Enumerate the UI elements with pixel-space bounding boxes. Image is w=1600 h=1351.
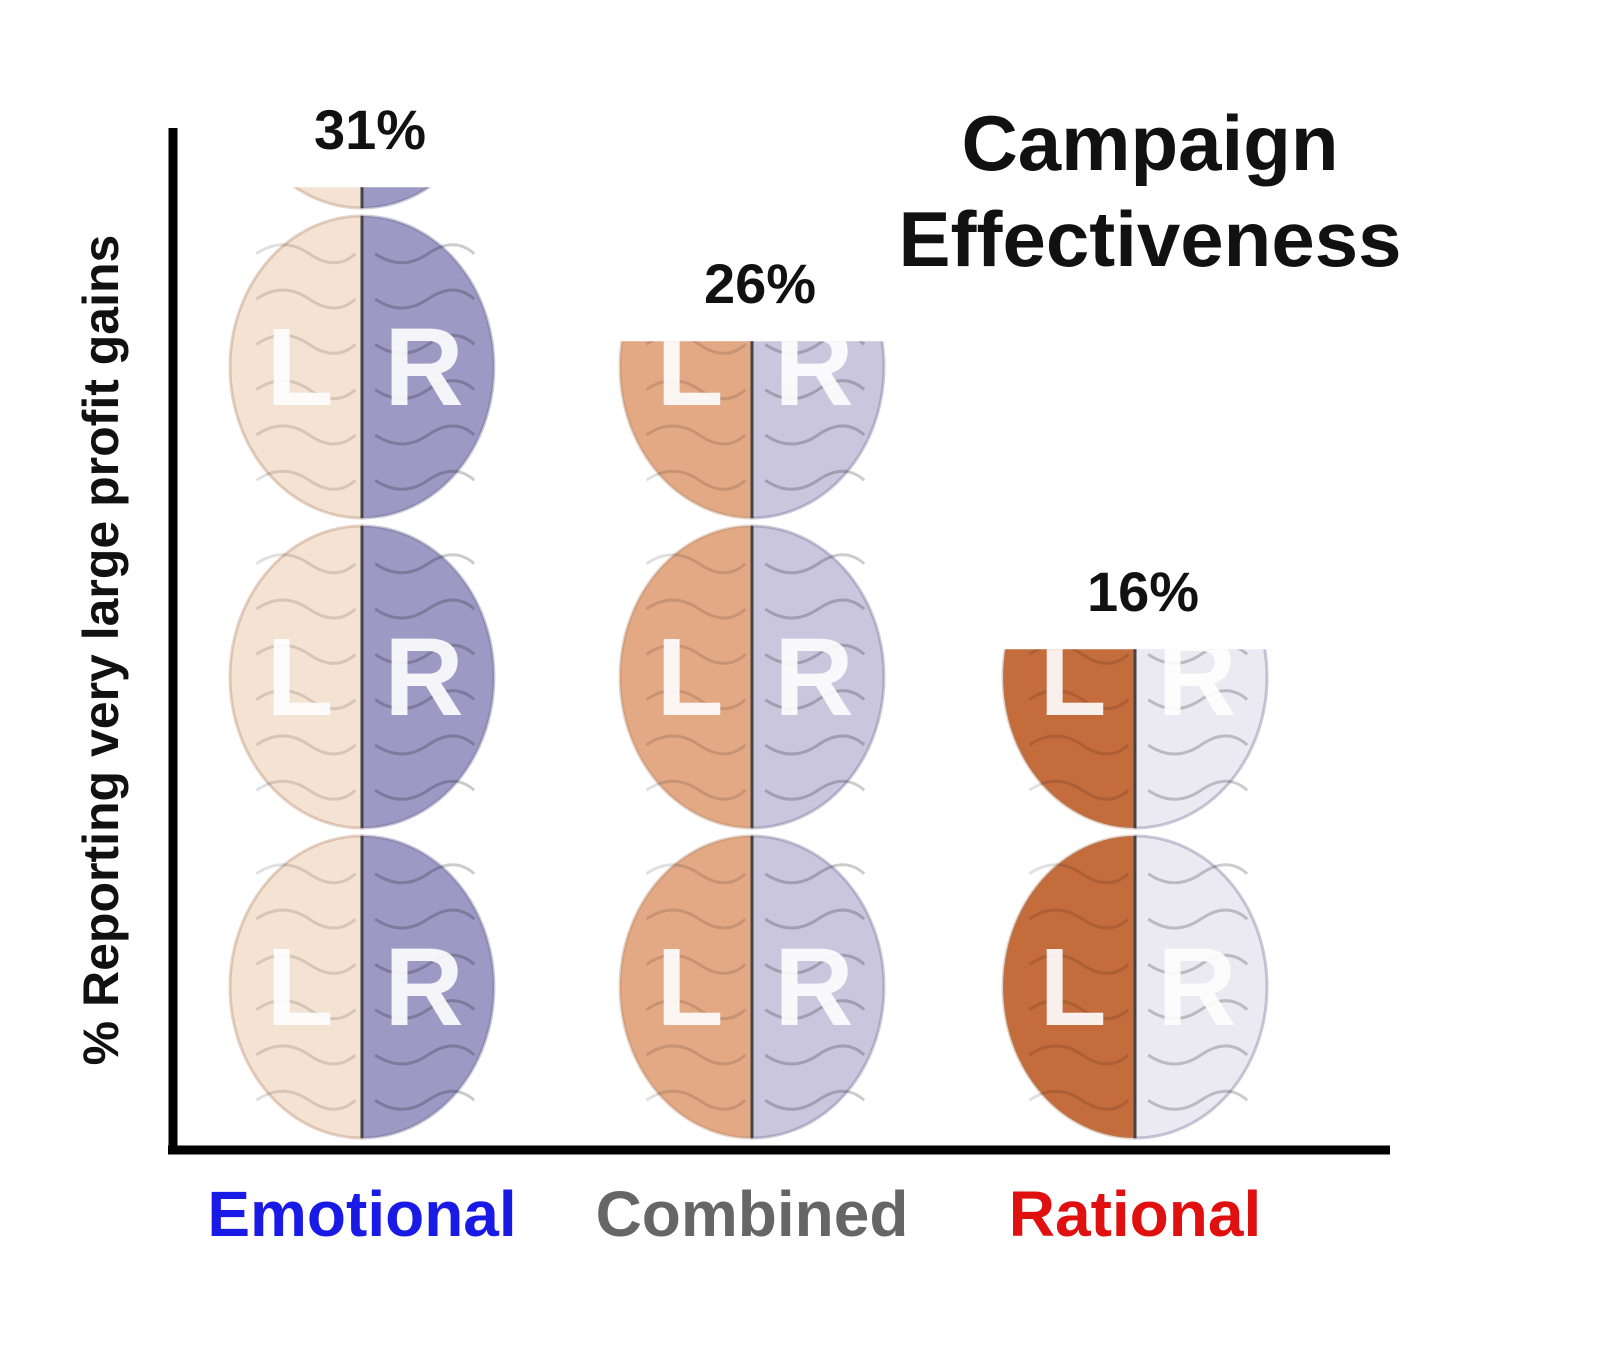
brain-letter-right: R [384,926,463,1049]
brain-letter-left: L [656,0,723,119]
brain-letter-right: R [1157,616,1236,739]
brain-letter-left: L [656,306,723,429]
bar-combined: L RL RL RL R [618,0,886,1140]
category-label: Rational [1009,1178,1261,1250]
brain-letter-left: L [1039,306,1106,429]
category-label: Emotional [207,1178,516,1250]
category-label: Combined [596,1178,909,1250]
brain-letter-left: L [266,616,333,739]
value-label: 26% [704,252,816,315]
brain-letter-right: R [1157,306,1236,429]
brain-letter-left: L [266,926,333,1049]
brain-letter-right: R [774,616,853,739]
brain-letter-right: R [774,926,853,1049]
brain-letter-left: L [1039,926,1106,1049]
brain-letter-right: R [384,306,463,429]
value-label: 31% [314,98,426,161]
brain-letter-right: R [774,0,853,119]
brain-letter-left: L [1039,616,1106,739]
chart-title-line-1: Campaign [961,99,1338,187]
bar-rational: L RL RL R [1001,306,1269,1140]
brain-letter-left: L [266,306,333,429]
brain-letter-right: R [1157,926,1236,1049]
brain-letter-right: R [384,616,463,739]
brain-letter-left: L [656,616,723,739]
value-label: 16% [1087,560,1199,623]
y-axis-label: % Reporting very large profit gains [73,235,129,1066]
brain-letter-left: L [656,926,723,1049]
brain-letter-right: R [774,306,853,429]
chart-title-line-2: Effectiveness [899,195,1402,283]
